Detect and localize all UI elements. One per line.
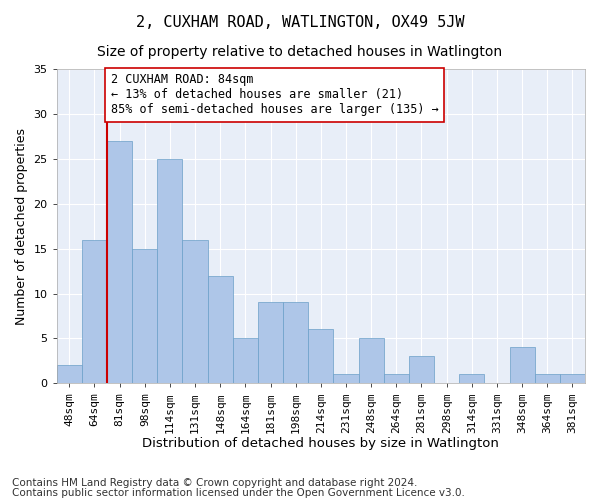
Bar [208, 276, 233, 384]
Bar [57, 366, 82, 384]
Text: 2 CUXHAM ROAD: 84sqm
← 13% of detached houses are smaller (21)
85% of semi-detac: 2 CUXHAM ROAD: 84sqm ← 13% of detached h… [111, 74, 439, 116]
Bar [359, 338, 384, 384]
X-axis label: Distribution of detached houses by size in Watlington: Distribution of detached houses by size … [142, 437, 499, 450]
Bar [233, 338, 258, 384]
Bar [283, 302, 308, 384]
Y-axis label: Number of detached properties: Number of detached properties [15, 128, 28, 324]
Bar [82, 240, 107, 384]
Bar [409, 356, 434, 384]
Text: Contains public sector information licensed under the Open Government Licence v3: Contains public sector information licen… [12, 488, 465, 498]
Bar [308, 330, 334, 384]
Bar [384, 374, 409, 384]
Bar [560, 374, 585, 384]
Bar [535, 374, 560, 384]
Bar [334, 374, 359, 384]
Bar [459, 374, 484, 384]
Bar [132, 248, 157, 384]
Bar [182, 240, 208, 384]
Bar [509, 348, 535, 384]
Text: 2, CUXHAM ROAD, WATLINGTON, OX49 5JW: 2, CUXHAM ROAD, WATLINGTON, OX49 5JW [136, 15, 464, 30]
Text: Contains HM Land Registry data © Crown copyright and database right 2024.: Contains HM Land Registry data © Crown c… [12, 478, 418, 488]
Bar [258, 302, 283, 384]
Bar [107, 141, 132, 384]
Text: Size of property relative to detached houses in Watlington: Size of property relative to detached ho… [97, 45, 503, 59]
Bar [157, 159, 182, 384]
